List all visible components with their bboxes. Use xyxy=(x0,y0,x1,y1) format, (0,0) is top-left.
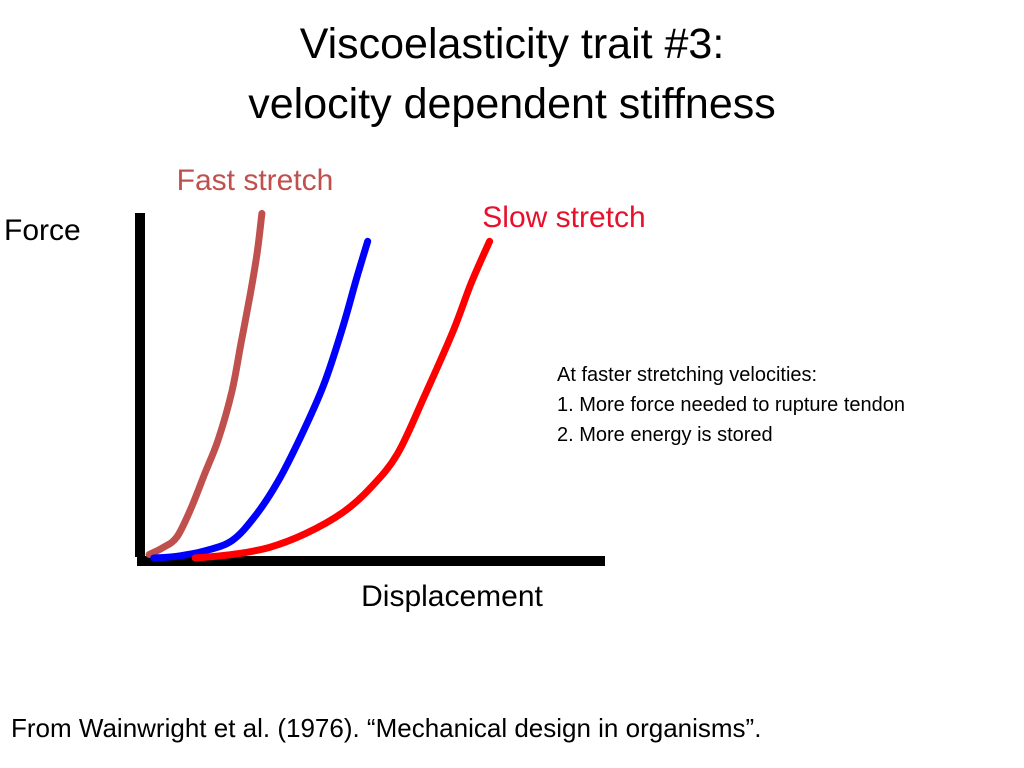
title-line-1: Viscoelasticity trait #3: xyxy=(299,20,725,68)
x-axis-label: Displacement xyxy=(361,580,543,613)
observation-note: At faster stretching velocities: 1. More… xyxy=(557,360,905,450)
source-citation: From Wainwright et al. (1976). “Mechanic… xyxy=(11,713,762,743)
note-heading: At faster stretching velocities: xyxy=(557,364,818,386)
series-label-slow-stretch: Slow stretch xyxy=(482,201,645,234)
series-line-slow-stretch xyxy=(191,237,494,562)
note-item-2: 2. More energy is stored xyxy=(557,424,773,446)
series-line-fast-stretch xyxy=(145,210,266,558)
note-item-1: 1. More force needed to rupture tendon xyxy=(557,394,906,416)
slide-title: Viscoelasticity trait #3: velocity depen… xyxy=(0,14,1024,134)
title-line-2: velocity dependent stiffness xyxy=(248,80,776,128)
series-label-fast-stretch: Fast stretch xyxy=(177,164,334,197)
y-axis-label: Force xyxy=(4,214,81,247)
series-line-medium-stretch xyxy=(150,237,372,562)
